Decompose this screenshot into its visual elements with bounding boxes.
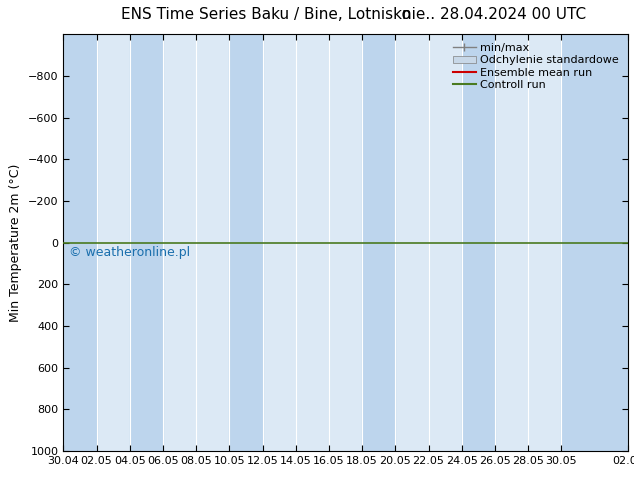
Text: nie.. 28.04.2024 00 UTC: nie.. 28.04.2024 00 UTC	[403, 7, 586, 23]
Bar	[462, 34, 495, 451]
Bar	[362, 34, 396, 451]
Text: ENS Time Series Baku / Bine, Lotnisko: ENS Time Series Baku / Bine, Lotnisko	[121, 7, 411, 23]
Legend: min/max, Odchylenie standardowe, Ensemble mean run, Controll run: min/max, Odchylenie standardowe, Ensembl…	[450, 40, 622, 93]
Bar	[230, 34, 262, 451]
Text: © weatheronline.pl: © weatheronline.pl	[69, 246, 190, 259]
Y-axis label: Min Temperature 2m (°C): Min Temperature 2m (°C)	[10, 163, 22, 322]
Bar	[130, 34, 163, 451]
Bar	[63, 34, 96, 451]
Bar	[561, 34, 628, 451]
